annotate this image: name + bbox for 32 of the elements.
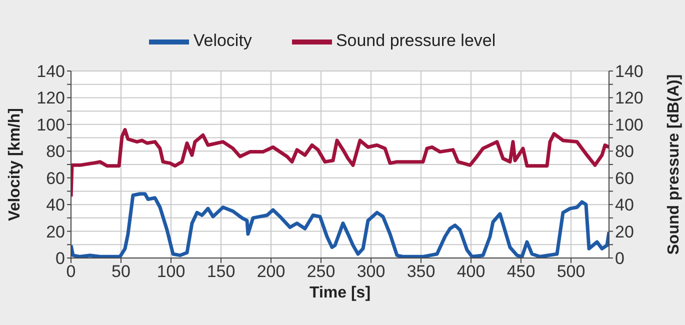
x-tick-label: 200: [256, 262, 286, 282]
y2-tick-label: 140: [615, 62, 644, 82]
y2-tick-label: 40: [615, 196, 634, 215]
x-axis-title: Time [s]: [309, 284, 371, 302]
y-tick-label: 60: [46, 168, 65, 188]
line-series: [71, 128, 609, 198]
y2-axis-title: Sound pressure [dB(A)]: [666, 74, 683, 255]
legend-label: Velocity: [193, 31, 252, 50]
x-tick-label: 100: [156, 262, 186, 282]
y2-tick-label: 0: [615, 249, 624, 268]
y-tick-label: 120: [36, 88, 65, 108]
y2-tick-label: 60: [615, 168, 634, 188]
x-tick-label: 400: [456, 262, 486, 282]
y-tick-label: 100: [36, 115, 65, 134]
y2-tick-label: 80: [615, 142, 634, 162]
x-tick-label: 300: [356, 262, 386, 282]
y-tick-label: 80: [46, 142, 65, 162]
y-tick-label: 140: [36, 62, 65, 82]
x-tick-label: 500: [556, 262, 586, 282]
x-tick-label: 50: [112, 262, 130, 282]
x-tick-label: 150: [206, 262, 236, 282]
y-tick-label: 0: [56, 249, 65, 268]
y2-tick-label: 100: [615, 115, 644, 134]
y-axis-title: Velocity [km/h]: [6, 108, 24, 221]
legend-label: Sound pressure level: [336, 31, 496, 50]
y2-tick-label: 20: [615, 222, 634, 242]
x-tick-label: 350: [406, 262, 436, 282]
y-tick-label: 40: [46, 196, 65, 215]
x-tick-label: 250: [306, 262, 336, 282]
y2-tick-label: 120: [615, 88, 644, 108]
y-tick-label: 20: [46, 222, 65, 242]
x-tick-label: 450: [506, 262, 536, 282]
